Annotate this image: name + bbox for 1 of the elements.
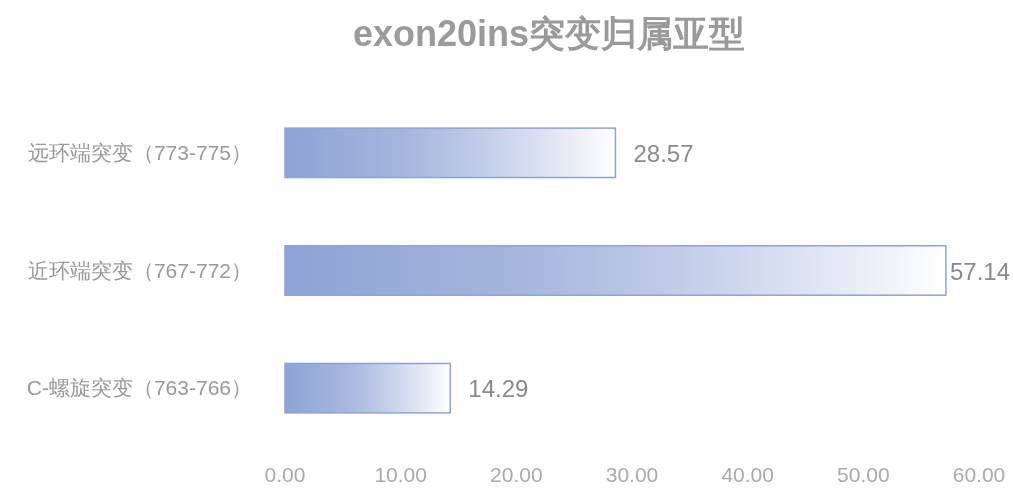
title: exon20ins突变归属亚型 bbox=[352, 13, 746, 54]
